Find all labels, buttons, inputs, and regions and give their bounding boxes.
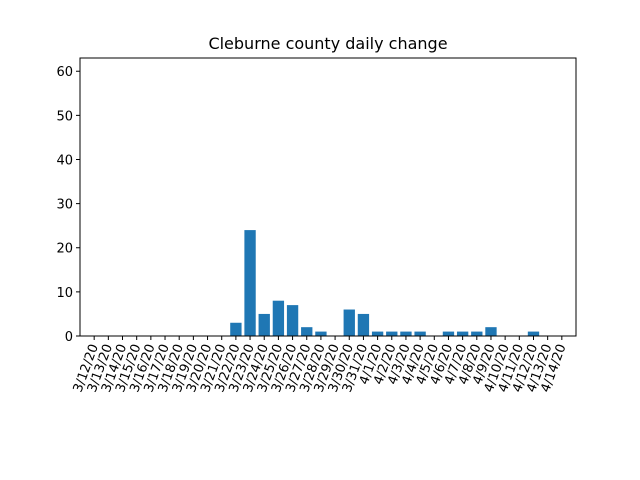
bar	[244, 230, 256, 336]
bar	[286, 305, 299, 336]
plot-frame	[79, 57, 577, 337]
x-axis-ticks: 3/12/203/13/203/14/203/15/203/16/203/17/…	[71, 336, 570, 394]
bar	[230, 322, 242, 336]
bar	[386, 331, 398, 336]
y-tick-label: 50	[56, 109, 73, 124]
bar	[371, 331, 384, 336]
bar	[527, 331, 540, 336]
bar	[272, 300, 285, 336]
bar	[357, 313, 370, 336]
y-tick-label: 40	[56, 153, 73, 168]
y-tick-label: 10	[56, 286, 73, 301]
bar	[258, 313, 270, 336]
bar	[315, 331, 327, 336]
bar	[301, 327, 313, 336]
y-tick-label: 20	[56, 242, 73, 257]
y-tick-label: 60	[56, 65, 73, 80]
bar	[343, 309, 355, 336]
y-axis-ticks: 0 10 20 30 40 50 60	[56, 65, 80, 345]
y-tick-label: 0	[65, 330, 73, 345]
bar	[400, 331, 412, 336]
bar	[456, 331, 469, 336]
bars-group	[230, 230, 540, 336]
bar	[485, 327, 497, 336]
y-tick-label: 30	[56, 198, 73, 213]
bar	[442, 331, 455, 336]
bar	[471, 331, 483, 336]
chart-title: Cleburne county daily change	[208, 34, 447, 53]
bar	[414, 331, 426, 336]
